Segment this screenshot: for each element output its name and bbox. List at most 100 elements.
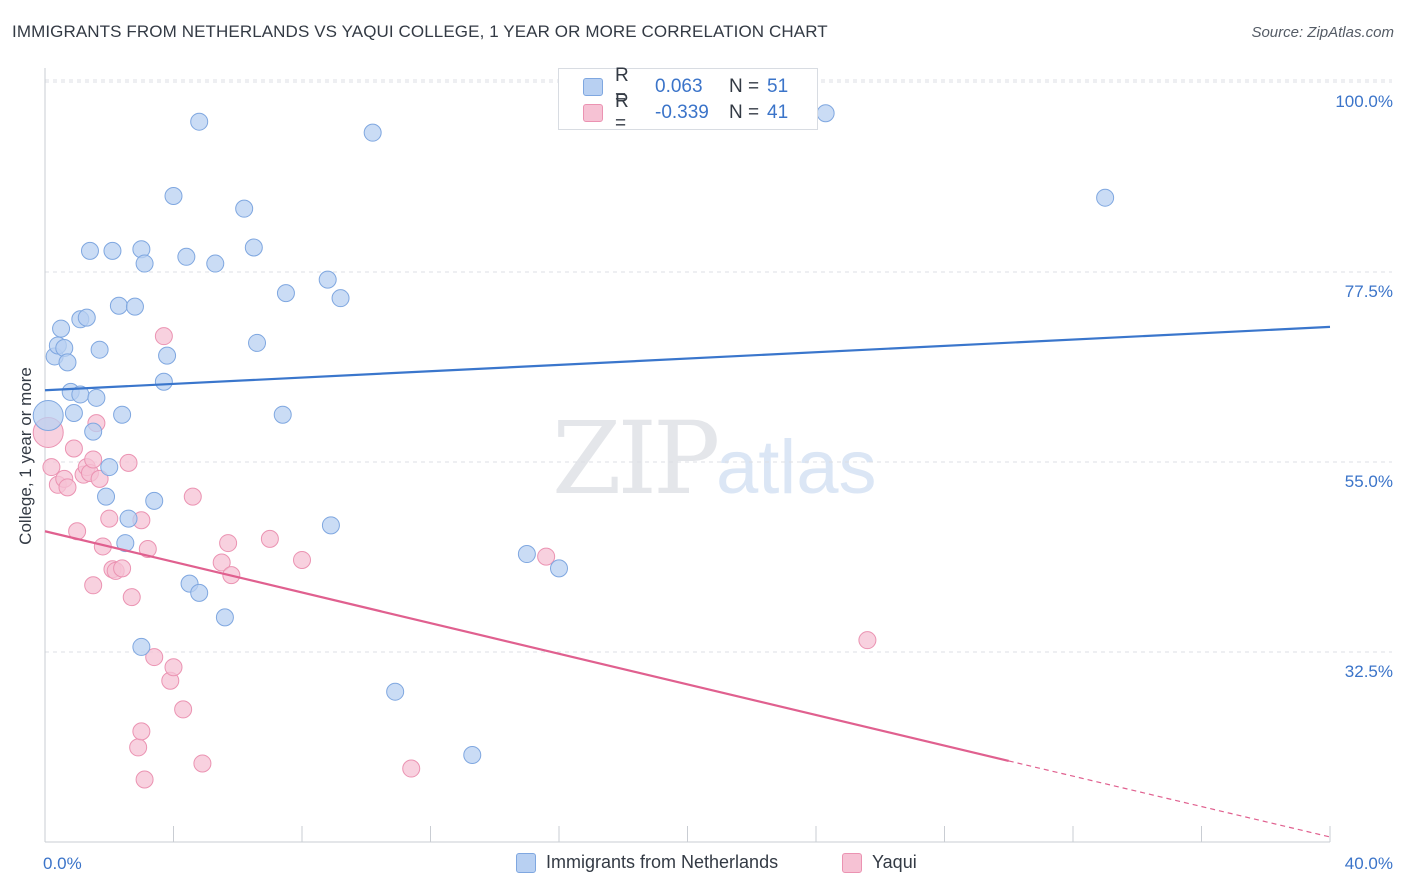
point-yaqui: [132, 722, 151, 741]
point-netherlands: [116, 534, 135, 553]
n-label: N =: [729, 102, 760, 123]
legend-item-netherlands: Immigrants from Netherlands: [516, 852, 778, 873]
point-yaqui: [122, 588, 141, 607]
point-netherlands: [321, 516, 340, 535]
point-netherlands: [135, 254, 154, 273]
point-yaqui: [90, 469, 109, 488]
point-yaqui: [537, 547, 556, 566]
r-value: -0.339: [655, 102, 709, 123]
point-netherlands: [119, 509, 138, 528]
n-value: 41: [767, 102, 789, 123]
legend-item-yaqui: Yaqui: [842, 852, 917, 873]
point-netherlands: [58, 353, 77, 372]
x-tick-label-min: 0.0%: [43, 854, 82, 873]
pink-swatch: [842, 852, 862, 873]
correlation-legend: R = 0.063 N = 51 R = -0.339 N = 41: [558, 65, 818, 134]
r-label: R =: [615, 91, 629, 134]
point-netherlands: [550, 559, 568, 578]
legend-row-netherlands: R = 0.063 N = 51: [583, 65, 789, 108]
point-netherlands: [816, 104, 835, 123]
trendline-yaqui: [44, 530, 1010, 763]
point-yaqui: [402, 759, 421, 778]
y-axis-label: College, 1 year or more: [16, 367, 35, 545]
point-netherlands: [100, 458, 119, 477]
point-yaqui: [174, 700, 193, 719]
y-tick-label: 77.5%: [1345, 282, 1393, 301]
n-label: N =: [729, 76, 760, 97]
n-value: 51: [767, 76, 789, 97]
trendline-yaqui-extension: [1008, 760, 1331, 838]
point-yaqui: [113, 559, 132, 578]
point-netherlands: [276, 284, 295, 303]
point-netherlands: [273, 405, 292, 424]
point-netherlands: [215, 608, 234, 627]
x-tick-label-max: 40.0%: [1345, 854, 1393, 873]
point-netherlands: [64, 404, 83, 423]
point-netherlands: [318, 270, 337, 289]
r-value: 0.063: [655, 76, 703, 97]
point-yaqui: [135, 770, 154, 789]
point-yaqui: [84, 450, 103, 469]
point-yaqui: [145, 648, 164, 667]
chart-title: IMMIGRANTS FROM NETHERLANDS VS YAQUI COL…: [12, 22, 828, 41]
point-netherlands: [517, 545, 536, 564]
r-label: R =: [615, 65, 629, 108]
point-yaqui: [212, 553, 231, 572]
y-tick-label: 100.0%: [1335, 92, 1393, 111]
point-netherlands: [90, 340, 109, 359]
point-yaqui: [260, 529, 279, 548]
point-netherlands: [32, 400, 64, 432]
point-yaqui: [219, 534, 238, 553]
point-netherlands: [244, 238, 263, 257]
point-netherlands: [113, 405, 132, 424]
point-yaqui: [119, 453, 138, 472]
watermark-zip: ZIP: [552, 400, 720, 517]
point-netherlands: [158, 346, 177, 365]
point-netherlands: [97, 487, 116, 506]
point-yaqui: [42, 458, 61, 477]
point-yaqui: [164, 658, 183, 677]
point-netherlands: [190, 112, 209, 131]
point-netherlands: [77, 308, 96, 327]
point-netherlands: [235, 199, 254, 218]
point-netherlands: [80, 241, 99, 260]
point-netherlands: [109, 296, 128, 315]
point-netherlands: [386, 682, 405, 701]
point-netherlands: [177, 247, 196, 266]
point-yaqui: [64, 439, 83, 458]
point-yaqui: [138, 539, 157, 558]
pink-swatch: [583, 104, 603, 122]
legend-label-yaqui: Yaqui: [872, 852, 917, 872]
source-credit: Source: ZipAtlas.com: [1251, 24, 1394, 41]
point-netherlands: [87, 388, 106, 407]
point-yaqui: [293, 550, 311, 569]
point-netherlands: [125, 297, 144, 316]
watermark-atlas: atlas: [716, 425, 877, 510]
point-yaqui: [84, 576, 103, 595]
point-netherlands: [248, 333, 267, 352]
point-yaqui: [100, 509, 119, 528]
point-netherlands: [154, 372, 173, 391]
point-netherlands: [1096, 188, 1115, 207]
point-netherlands: [206, 254, 225, 273]
point-netherlands: [363, 123, 382, 142]
blue-swatch: [583, 78, 603, 96]
point-yaqui: [154, 327, 173, 346]
legend-row-yaqui: R = -0.339 N = 41: [583, 91, 789, 134]
trendline-netherlands: [44, 325, 1331, 392]
point-netherlands: [52, 319, 71, 338]
point-netherlands: [145, 491, 164, 510]
point-netherlands: [331, 289, 350, 308]
point-yaqui: [193, 754, 212, 773]
point-netherlands: [84, 422, 103, 441]
y-tick-label: 32.5%: [1345, 662, 1393, 681]
legend-label-netherlands: Immigrants from Netherlands: [546, 852, 779, 872]
blue-swatch: [516, 852, 536, 873]
point-netherlands: [103, 241, 122, 260]
point-yaqui: [129, 738, 148, 757]
point-netherlands: [190, 583, 209, 602]
point-netherlands: [463, 746, 482, 765]
point-netherlands: [132, 637, 151, 656]
point-yaqui: [858, 631, 877, 650]
